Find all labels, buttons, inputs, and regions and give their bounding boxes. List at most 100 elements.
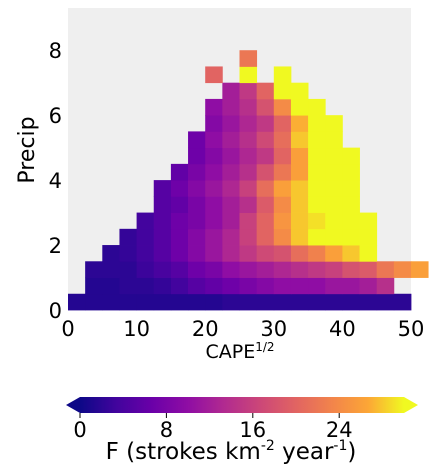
heatmap-cell — [188, 180, 206, 197]
heatmap-cell — [239, 147, 258, 165]
heatmap-cell — [308, 245, 326, 262]
heatmap-cell — [308, 277, 326, 295]
heatmap-cell — [273, 277, 292, 295]
heatmap-cell — [85, 277, 103, 295]
heatmap-cell — [308, 163, 326, 181]
colorbar: 0 8 16 24 — [66, 397, 418, 442]
x-tick-label: 0 — [61, 317, 74, 341]
heatmap-cell — [308, 180, 326, 197]
heatmap-cell — [188, 163, 206, 181]
heatmap-cell — [188, 228, 206, 246]
colorbar-extend-high — [404, 397, 418, 413]
heatmap-cell — [85, 261, 103, 278]
heatmap-cell — [188, 261, 206, 278]
heatmap-cell — [273, 147, 292, 165]
x-tick-label: 50 — [398, 317, 425, 341]
heatmap-cell — [102, 245, 120, 262]
colorbar-tick-label: 8 — [160, 418, 173, 442]
heatmap-cell — [205, 261, 223, 278]
heatmap-cell — [273, 131, 292, 149]
heatmap-cell — [85, 293, 103, 311]
heatmap-cell — [256, 277, 275, 295]
heatmap-cell — [68, 293, 86, 311]
heatmap-cell — [222, 196, 240, 213]
heatmap-cell — [153, 261, 172, 278]
heatmap-cell — [205, 277, 223, 295]
heatmap-cell — [153, 196, 172, 213]
heatmap-cell — [188, 212, 206, 230]
heatmap-cell — [222, 98, 240, 116]
heatmap-cell — [136, 261, 155, 278]
heatmap-cell — [188, 277, 206, 295]
heatmap-cell — [308, 196, 326, 213]
heatmap-cell — [342, 293, 360, 311]
x-axis-label: CAPE1/2 — [205, 340, 274, 363]
heatmap-cell — [256, 82, 275, 100]
heatmap-cell — [359, 228, 378, 246]
heatmap-cell — [170, 163, 189, 181]
heatmap-cell — [239, 115, 258, 132]
heatmap-cell — [342, 212, 360, 230]
heatmap-cell — [376, 277, 395, 295]
heatmap-cell — [256, 147, 275, 165]
heatmap-cell — [342, 277, 360, 295]
colorbar-tick-label: 16 — [239, 418, 266, 442]
heatmap-cell — [308, 261, 326, 278]
heatmap-cell — [222, 131, 240, 149]
heatmap-cell — [256, 115, 275, 132]
heatmap-cell — [136, 245, 155, 262]
heatmap-cell — [205, 180, 223, 197]
heatmap-cell — [170, 277, 189, 295]
heatmap-cell — [222, 261, 240, 278]
heatmap-cell — [290, 147, 309, 165]
heatmap-cell — [170, 180, 189, 197]
heatmap-cell — [256, 293, 275, 311]
heatmap-cell — [325, 293, 343, 311]
heatmap-cell — [273, 293, 292, 311]
x-tick-label: 20 — [192, 317, 219, 341]
x-tick-label: 40 — [329, 317, 356, 341]
heatmap-cell — [273, 98, 292, 116]
heatmap-cell — [239, 82, 258, 100]
heatmap-cell — [256, 212, 275, 230]
colorbar-label: F (strokes km-2 year-1) — [106, 438, 357, 465]
y-tick-labels: 0 2 4 6 8 — [49, 39, 62, 323]
heatmap-cell — [290, 180, 309, 197]
heatmap-cell — [205, 115, 223, 132]
heatmap-cell — [239, 50, 258, 67]
y-tick-label: 2 — [49, 234, 62, 258]
heatmap-cell — [102, 293, 120, 311]
heatmap-cell — [136, 228, 155, 246]
heatmap-cell — [273, 196, 292, 213]
heatmap-cell — [256, 180, 275, 197]
heatmap-cell — [342, 196, 360, 213]
heatmap-cell — [273, 228, 292, 246]
heatmap-cell — [325, 245, 343, 262]
heatmap-cell — [222, 163, 240, 181]
heatmap-cell — [273, 163, 292, 181]
heatmap-cell — [325, 180, 343, 197]
heatmap-cell — [342, 147, 360, 165]
heatmap-cell — [205, 196, 223, 213]
heatmap-cell — [290, 228, 309, 246]
heatmap-cell — [188, 131, 206, 149]
colorbar-ticks: 0 8 16 24 — [73, 413, 353, 442]
heatmap-cell — [222, 147, 240, 165]
heatmap-cell — [136, 277, 155, 295]
heatmap-cell — [308, 98, 326, 116]
heatmap-cell — [273, 212, 292, 230]
y-tick-label: 0 — [49, 299, 62, 323]
heatmap-cell — [342, 245, 360, 262]
heatmap-cell — [119, 228, 137, 246]
heatmap-cell — [102, 277, 120, 295]
heatmap-cell — [205, 212, 223, 230]
heatmap-cell — [325, 163, 343, 181]
heatmap-cell — [205, 245, 223, 262]
heatmap-cell — [325, 261, 343, 278]
heatmap-cell — [325, 115, 343, 132]
heatmap-cell — [290, 245, 309, 262]
heatmap-cell — [325, 212, 343, 230]
heatmap-cell — [239, 228, 258, 246]
heatmap-cell — [325, 196, 343, 213]
heatmap-cell — [290, 82, 309, 100]
